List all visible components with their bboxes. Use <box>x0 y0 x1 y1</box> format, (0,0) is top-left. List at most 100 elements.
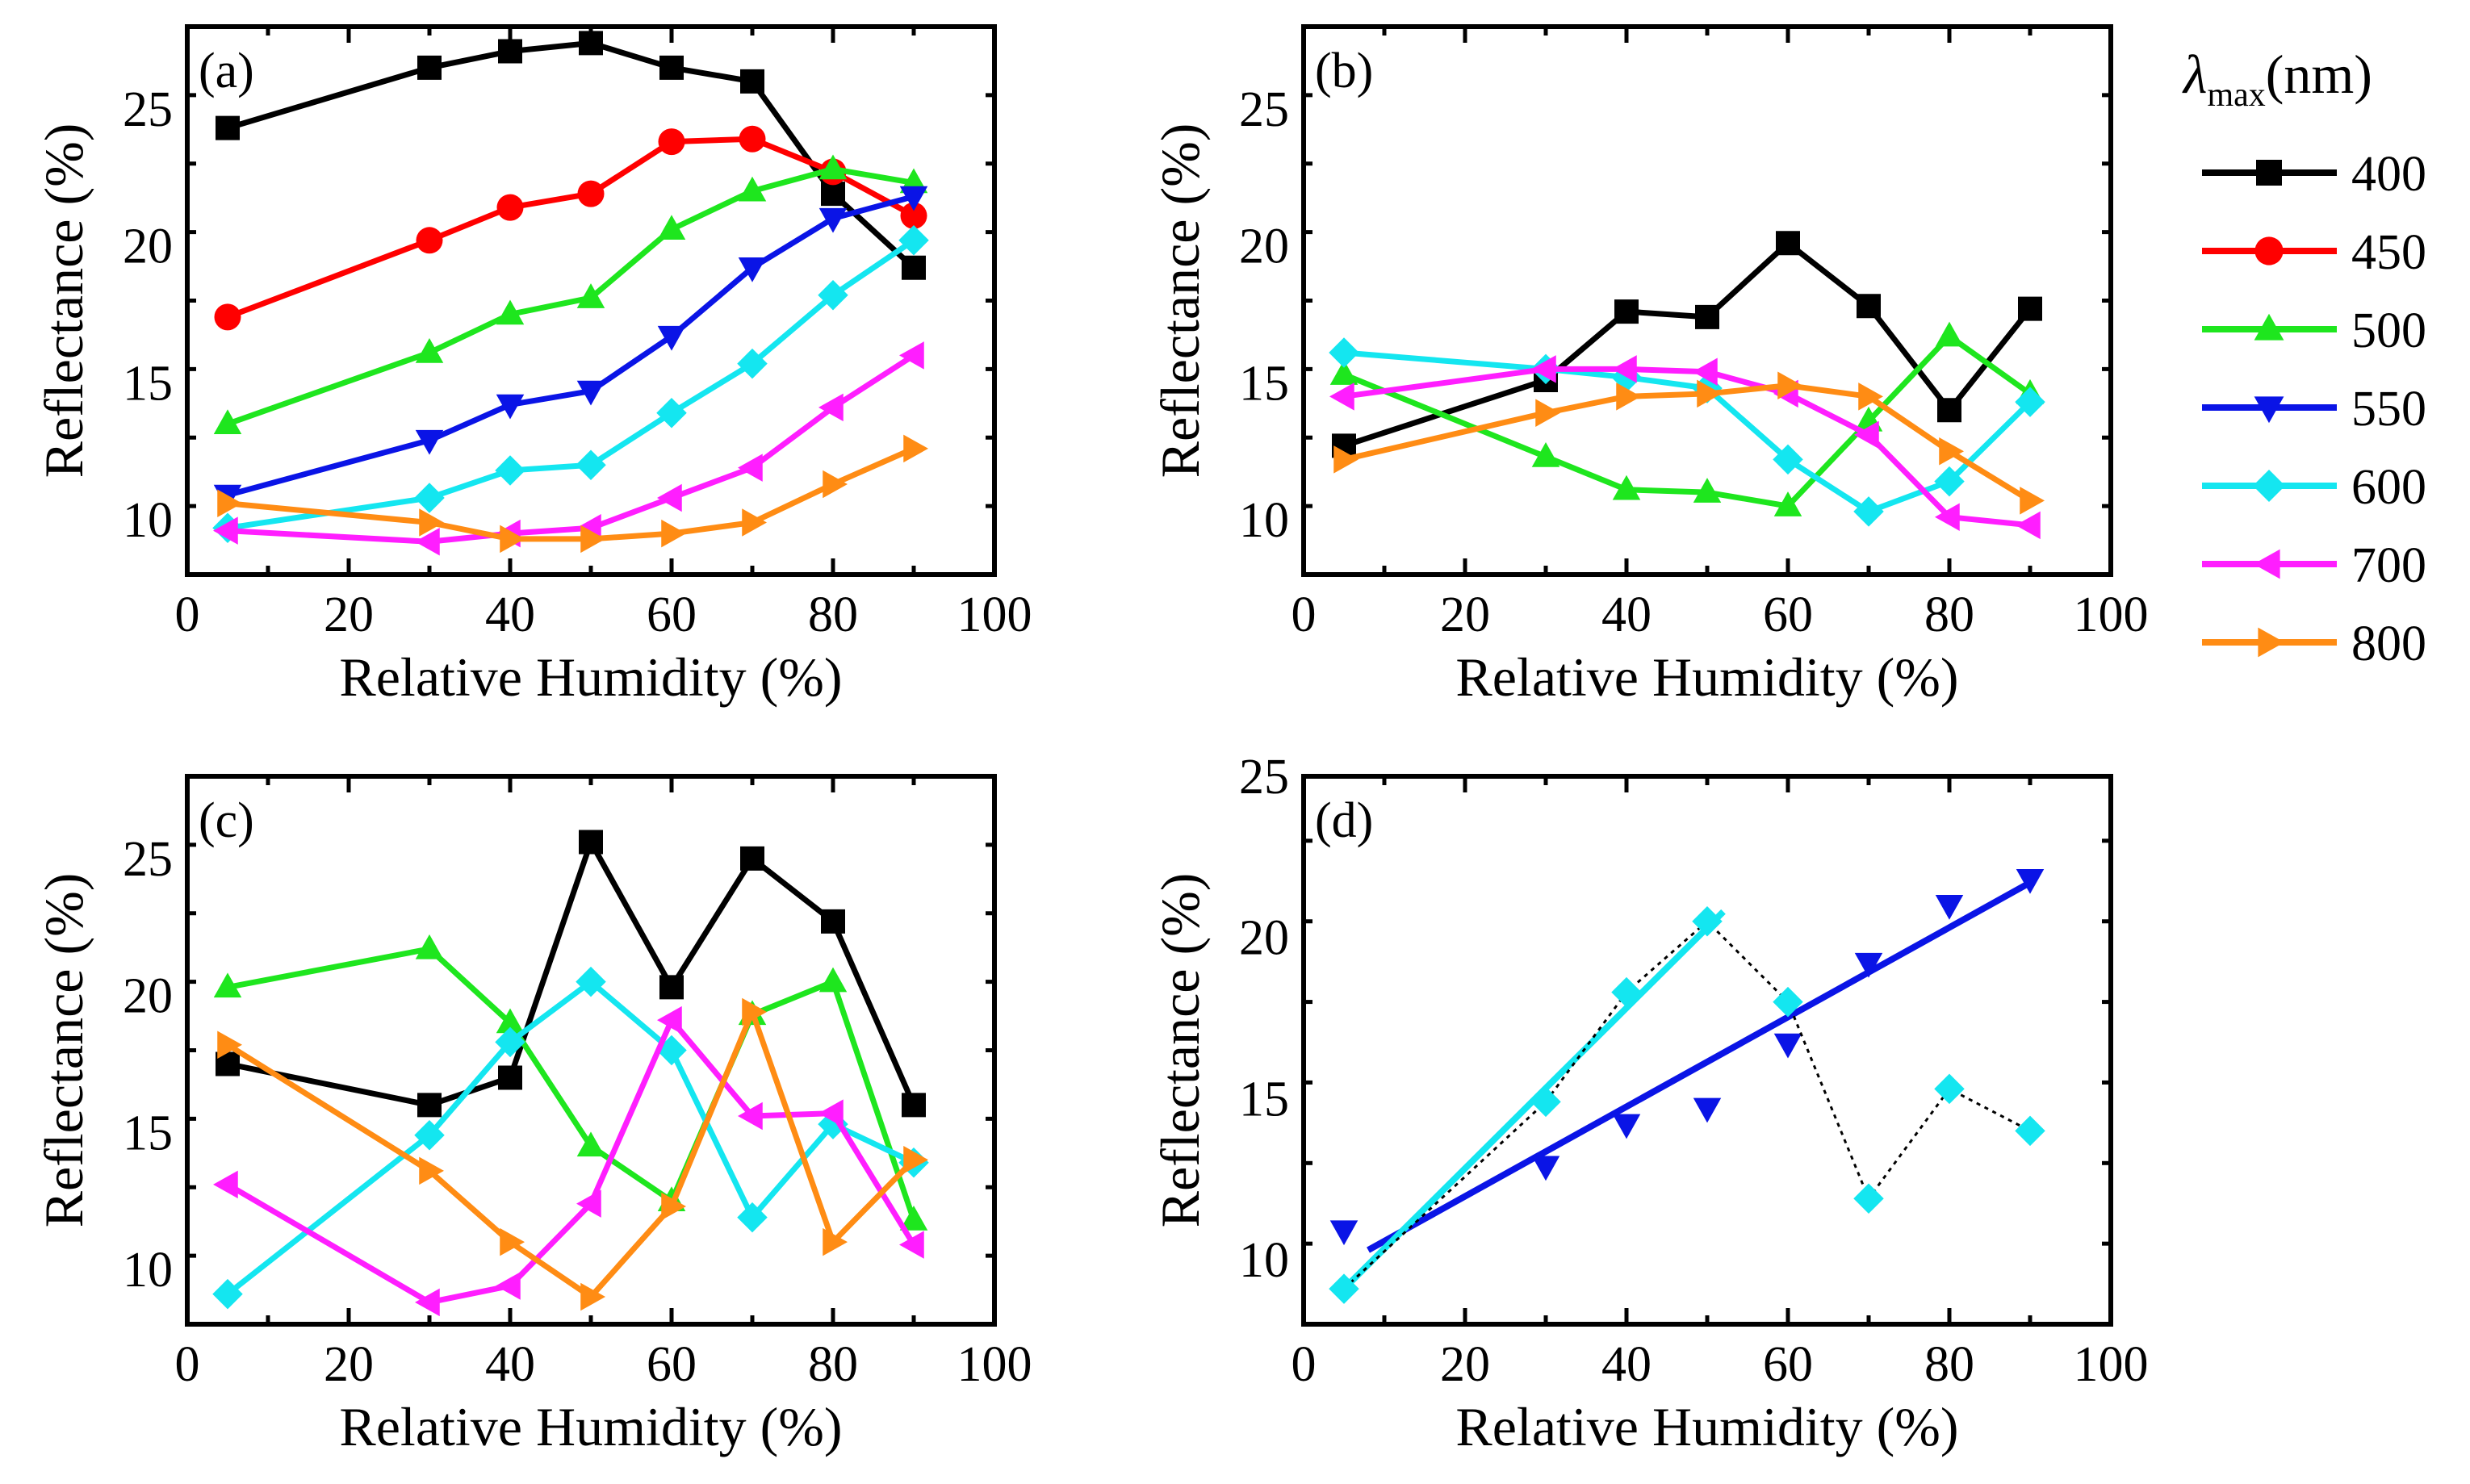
legend-marker <box>2254 236 2284 265</box>
data-point <box>217 1030 242 1059</box>
legend-entry-700: 700 <box>2202 538 2426 593</box>
data-point <box>496 394 525 420</box>
x-tick-label: 100 <box>957 1337 1032 1392</box>
x-tick-label: 60 <box>647 1337 697 1392</box>
data-point <box>414 483 445 513</box>
series-600 <box>1329 905 2045 1304</box>
data-point <box>738 257 767 282</box>
data-point <box>500 1227 525 1256</box>
data-point <box>1693 1097 1722 1123</box>
series-400 <box>216 830 926 1118</box>
legend-entry-400: 400 <box>2202 147 2426 202</box>
data-point <box>902 255 926 280</box>
series-500 <box>213 154 928 435</box>
x-tick-label: 20 <box>1440 587 1490 642</box>
data-point <box>576 283 605 308</box>
legend-entry-600: 600 <box>2202 460 2426 515</box>
data-point <box>496 299 525 325</box>
data-point <box>823 1227 848 1256</box>
y-tick-label: 10 <box>123 1243 173 1298</box>
series-550 <box>213 186 928 510</box>
series-600 <box>1329 337 2045 527</box>
data-point <box>419 1156 444 1185</box>
legend-label: 800 <box>2351 617 2426 671</box>
panel-label: (b) <box>1315 44 1373 98</box>
y-axis-title: Reflectance (%) <box>1149 123 1211 479</box>
legend-marker <box>2254 396 2284 424</box>
series-800 <box>1333 371 2045 515</box>
legend-entry-450: 450 <box>2202 225 2426 280</box>
data-point <box>742 997 767 1026</box>
legend-label: 400 <box>2351 147 2426 202</box>
data-point <box>1935 503 1960 531</box>
x-axis-title: Relative Humidity (%) <box>1455 1396 1958 1457</box>
data-point <box>1777 371 1802 399</box>
legend-marker <box>2253 470 2285 502</box>
data-point <box>903 1146 928 1174</box>
data-point <box>818 1099 844 1127</box>
data-point <box>419 508 444 537</box>
data-point <box>823 470 848 499</box>
data-point <box>2016 869 2045 894</box>
data-point <box>1530 1086 1561 1118</box>
series-line-800 <box>226 1009 916 1300</box>
series-line-600 <box>225 979 915 1297</box>
x-tick-label: 0 <box>175 1337 200 1392</box>
x-tick-label: 0 <box>175 587 200 642</box>
data-point <box>415 1288 440 1317</box>
data-point <box>738 1102 763 1131</box>
data-point <box>414 1119 445 1151</box>
data-point <box>214 303 241 331</box>
data-point <box>1612 355 1637 383</box>
data-point <box>212 1278 243 1310</box>
x-tick-label: 80 <box>808 1337 858 1392</box>
series-line-700 <box>1343 366 2031 529</box>
data-point <box>818 207 848 233</box>
series-line-700 <box>227 353 915 545</box>
data-point <box>217 489 242 517</box>
data-point <box>1611 976 1642 1008</box>
ticks-d: 0 20 40 60 80 100 10 15 20 25 <box>1239 750 2149 1392</box>
data-point <box>415 338 444 363</box>
y-tick-label: 15 <box>1239 356 1289 411</box>
panel-label: (c) <box>199 793 254 848</box>
x-axis-title: Relative Humidity (%) <box>1455 646 1958 708</box>
y-axis-title: Reflectance (%) <box>33 123 94 479</box>
data-point <box>738 454 763 482</box>
y-tick-label: 25 <box>123 832 173 887</box>
data-point <box>737 348 768 379</box>
y-axis-title: Reflectance (%) <box>33 873 94 1228</box>
y-tick-label: 10 <box>123 493 173 548</box>
data-point <box>739 125 766 153</box>
data-point <box>740 69 764 94</box>
data-point <box>1535 399 1560 427</box>
data-point <box>417 1093 442 1118</box>
panel-c: 0 20 40 60 80 100 10 15 20 25 Relative Humidity (%… <box>33 774 1032 1457</box>
legend-title-unit: (nm) <box>2266 44 2372 105</box>
data-point <box>818 154 848 180</box>
y-tick-label: 15 <box>123 356 173 411</box>
series-700 <box>213 341 924 556</box>
data-point <box>657 1005 682 1035</box>
data-point <box>216 1051 240 1076</box>
data-point <box>821 182 845 207</box>
series-400 <box>1332 231 2042 458</box>
data-point <box>1854 952 1883 978</box>
legend-entry-800: 800 <box>2202 617 2426 671</box>
data-point <box>1853 1183 1884 1214</box>
data-point <box>657 325 686 351</box>
data-point <box>1333 445 1358 474</box>
series-400 <box>216 31 926 280</box>
data-point <box>818 967 848 993</box>
data-point <box>2018 296 2042 321</box>
data-point <box>1773 986 1803 1018</box>
data-point <box>2015 387 2045 417</box>
data-point <box>1854 420 1879 449</box>
x-tick-label: 80 <box>808 587 858 642</box>
data-point <box>213 1170 238 1199</box>
data-point <box>416 227 443 254</box>
data-point <box>659 55 684 80</box>
data-point <box>1934 1073 1965 1105</box>
data-point <box>1935 321 1964 347</box>
panel-label: (d) <box>1315 793 1373 848</box>
